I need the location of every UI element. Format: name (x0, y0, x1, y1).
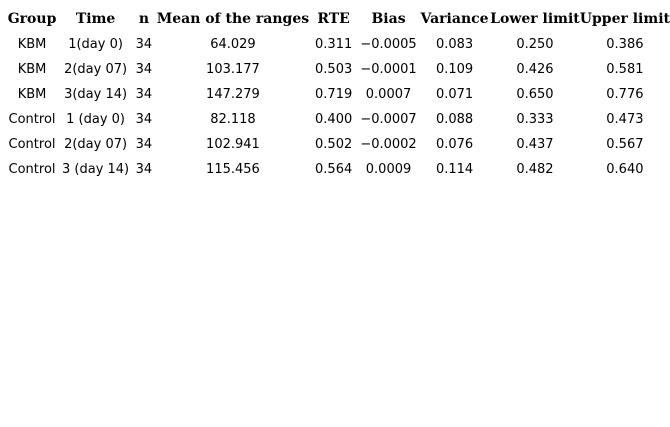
cell-rte: 0.564 (315, 162, 353, 177)
cell-bias: −0.0001 (360, 62, 417, 77)
cell-time: 2(day 07) (64, 137, 128, 152)
column-header-lower-limit: Lower limit (490, 11, 580, 27)
cell-rte: 0.502 (315, 137, 353, 152)
cell-upper-limit: 0.776 (606, 87, 644, 102)
cell-group: KBM (17, 87, 47, 102)
cell-time: 3 (day 14) (62, 162, 130, 177)
cell-upper-limit: 0.581 (606, 62, 644, 77)
cell-lower-limit: 0.650 (516, 87, 554, 102)
table-row: KBM 1(day 0) 34 64.029 0.311 −0.0005 0.0… (4, 32, 670, 57)
cell-rte: 0.719 (315, 87, 353, 102)
cell-mean: 115.456 (206, 162, 260, 177)
column-header-bias: Bias (371, 11, 406, 27)
column-header-n: n (138, 11, 149, 27)
column-header-variance: Variance (420, 11, 489, 27)
cell-upper-limit: 0.386 (606, 37, 644, 52)
cell-upper-limit: 0.567 (606, 137, 644, 152)
cell-bias: −0.0002 (360, 137, 417, 152)
table-row: KBM 3(day 14) 34 147.279 0.719 0.0007 0.… (4, 82, 670, 107)
table-row: Control 2(day 07) 34 102.941 0.502 −0.00… (4, 132, 670, 157)
cell-group: KBM (17, 37, 47, 52)
cell-n: 34 (135, 112, 153, 127)
cell-lower-limit: 0.250 (516, 37, 554, 52)
cell-upper-limit: 0.473 (606, 112, 644, 127)
cell-rte: 0.311 (315, 37, 353, 52)
cell-variance: 0.109 (435, 62, 474, 77)
cell-bias: 0.0009 (365, 162, 412, 177)
column-header-group: Group (7, 11, 57, 27)
cell-variance: 0.083 (435, 37, 474, 52)
cell-mean: 64.029 (210, 37, 256, 52)
cell-variance: 0.071 (435, 87, 474, 102)
cell-mean: 103.177 (206, 62, 260, 77)
cell-lower-limit: 0.426 (516, 62, 554, 77)
table-row: KBM 2(day 07) 34 103.177 0.503 −0.0001 0… (4, 57, 670, 82)
cell-n: 34 (135, 162, 153, 177)
cell-mean: 147.279 (206, 87, 260, 102)
column-header-rte: RTE (317, 11, 350, 27)
column-header-mean-of-the-ranges: Mean of the ranges (156, 11, 310, 27)
cell-lower-limit: 0.333 (516, 112, 554, 127)
cell-time: 1(day 0) (68, 37, 123, 52)
cell-mean: 102.941 (206, 137, 260, 152)
cell-time: 3(day 14) (64, 87, 128, 102)
cell-group: Control (8, 137, 56, 152)
cell-bias: −0.0005 (360, 37, 417, 52)
cell-group: KBM (17, 62, 47, 77)
cell-rte: 0.503 (315, 62, 353, 77)
table-row: Control 3 (day 14) 34 115.456 0.564 0.00… (4, 157, 670, 182)
statistics-table: Group Time n Mean of the ranges RTE Bias… (4, 6, 670, 182)
cell-variance: 0.076 (435, 137, 474, 152)
cell-bias: 0.0007 (365, 87, 412, 102)
cell-bias: −0.0007 (360, 112, 417, 127)
column-header-upper-limit: Upper limit (579, 11, 670, 27)
table-row: Control 1 (day 0) 34 82.118 0.400 −0.000… (4, 107, 670, 132)
cell-n: 34 (135, 62, 153, 77)
table-header: Group Time n Mean of the ranges RTE Bias… (4, 6, 670, 32)
cell-group: Control (8, 162, 56, 177)
cell-n: 34 (135, 87, 153, 102)
cell-time: 2(day 07) (64, 62, 128, 77)
header-row: Group Time n Mean of the ranges RTE Bias… (4, 6, 670, 32)
cell-upper-limit: 0.640 (606, 162, 644, 177)
table-body: KBM 1(day 0) 34 64.029 0.311 −0.0005 0.0… (4, 32, 670, 182)
cell-mean: 82.118 (210, 112, 256, 127)
cell-group: Control (8, 112, 56, 127)
cell-rte: 0.400 (315, 112, 353, 127)
cell-variance: 0.114 (435, 162, 474, 177)
cell-variance: 0.088 (435, 112, 474, 127)
cell-n: 34 (135, 137, 153, 152)
column-header-time: Time (75, 11, 116, 27)
cell-time: 1 (day 0) (66, 112, 126, 127)
cell-n: 34 (135, 37, 153, 52)
cell-lower-limit: 0.482 (516, 162, 554, 177)
cell-lower-limit: 0.437 (516, 137, 554, 152)
